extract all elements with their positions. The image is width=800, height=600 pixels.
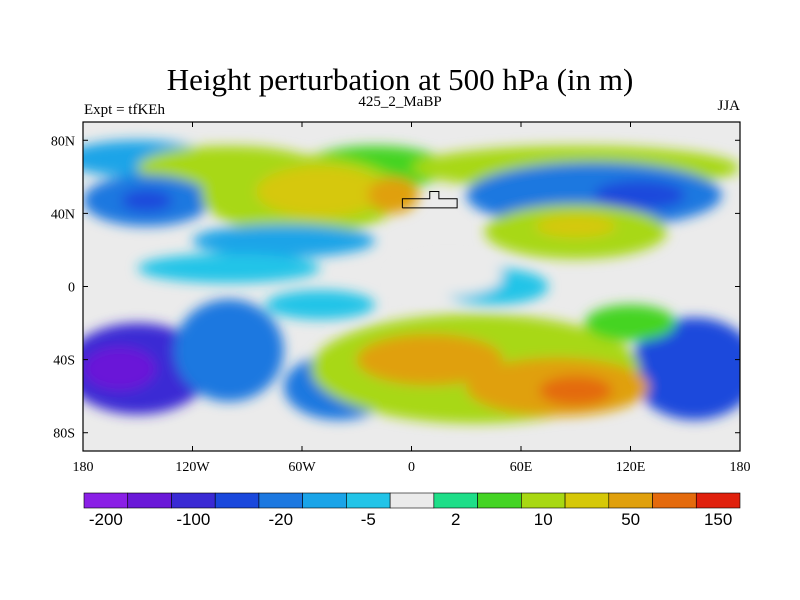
y-tick-label: 80S (53, 427, 75, 442)
colorbar-swatch (477, 492, 522, 509)
x-tick-label: 60W (288, 460, 316, 475)
time-label: 425_2_MaBP (358, 94, 442, 110)
contour-region (535, 215, 616, 238)
contour-region (174, 299, 284, 402)
colorbar-swatch (346, 492, 391, 509)
contour-blobs (83, 140, 740, 424)
colorbar-label: 50 (621, 510, 640, 529)
coastline-path (401, 190, 458, 209)
colorbar-label: -100 (176, 510, 210, 529)
x-tick-label: 120W (175, 460, 210, 475)
colorbar-label: -5 (361, 510, 376, 529)
colorbar-label: 2 (451, 510, 460, 529)
contour-region (137, 253, 321, 283)
contour-region (192, 224, 375, 258)
contour-region (393, 259, 503, 296)
y-axis: 80N 40N 0 40S 80S (51, 134, 740, 442)
colorbar-swatch (433, 492, 478, 509)
y-tick-label: 40S (53, 354, 75, 369)
colorbar-swatch (171, 492, 216, 509)
colorbar-swatch (652, 492, 697, 509)
contour-fields (83, 140, 740, 424)
colorbar: -200 -100 -20 -5 2 10 50 150 (83, 492, 741, 529)
colorbar-swatch (564, 492, 610, 509)
contour-region (256, 165, 385, 218)
contour-region (584, 304, 677, 342)
season-label: JJA (717, 98, 740, 114)
x-tick-label: 60E (510, 460, 533, 475)
colorbar-label: -200 (89, 510, 123, 529)
colorbar-label: 150 (704, 510, 732, 529)
colorbar-swatch (608, 492, 653, 509)
contour-region (367, 176, 419, 214)
contour-region (630, 317, 740, 420)
x-tick-label: 120E (616, 460, 646, 475)
contour-region (121, 189, 173, 212)
contour-region (539, 376, 613, 406)
colorbar-swatch (695, 492, 741, 509)
colorbar-swatch (83, 492, 129, 509)
contour-region (83, 346, 156, 391)
map-title: Height perturbation at 500 hPa (in m) (166, 62, 634, 97)
colorbar-swatch (258, 492, 303, 509)
y-tick-label: 80N (51, 134, 75, 149)
colorbar-label: -20 (269, 510, 294, 529)
contour-region (265, 290, 375, 320)
contour-region (594, 180, 686, 210)
experiment-label: Expt = tfKEh (84, 102, 165, 118)
y-tick-label: 0 (68, 281, 75, 296)
contour-region (356, 334, 503, 386)
colorbar-swatch (521, 492, 566, 509)
x-tick-label: 180 (730, 460, 751, 475)
y-tick-label: 40N (51, 207, 75, 222)
x-tick-label: 180 (73, 460, 94, 475)
colorbar-label: 10 (534, 510, 553, 529)
colorbar-swatch (302, 492, 347, 509)
x-tick-label: 0 (408, 460, 415, 475)
colorbar-swatch (389, 492, 435, 509)
coastline (401, 190, 458, 209)
colorbar-swatch (127, 492, 172, 509)
x-axis: 180 120W 60W 0 60E 120E 180 (73, 122, 751, 475)
colorbar-swatch (214, 492, 260, 509)
